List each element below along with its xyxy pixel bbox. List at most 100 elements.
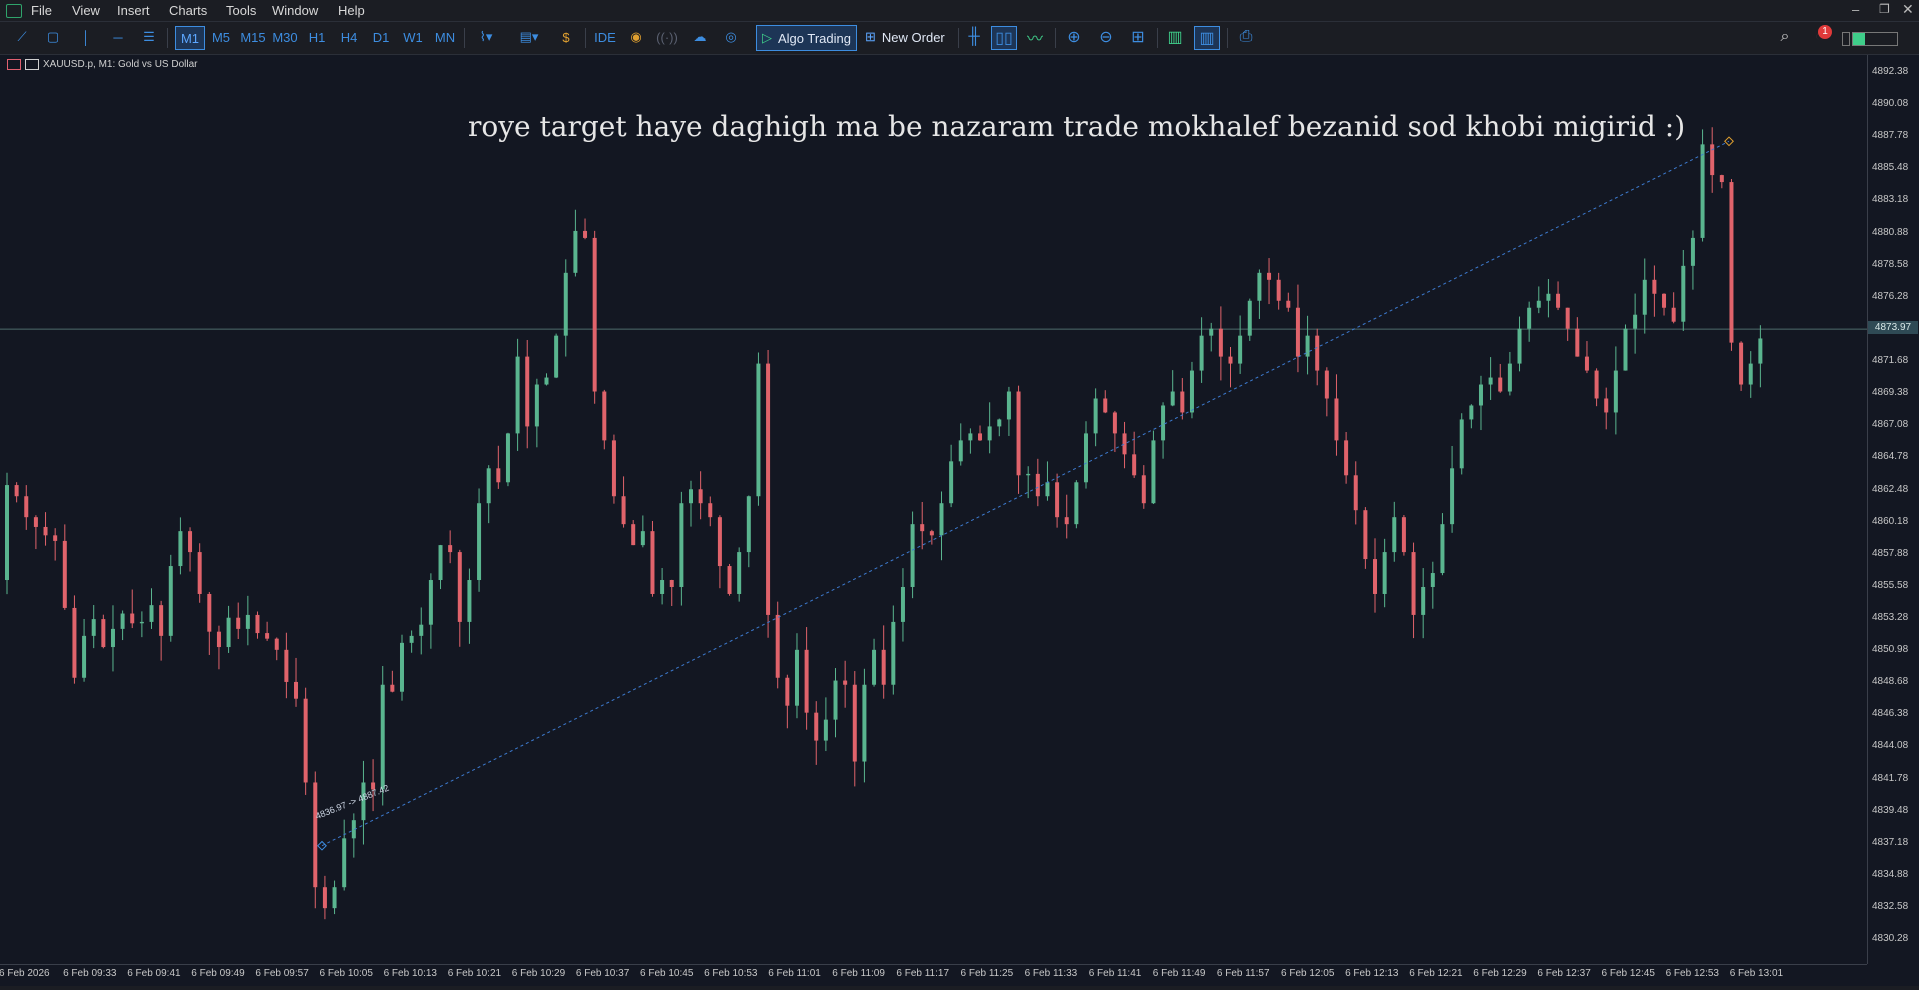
bullish-candle [1758,338,1763,364]
bar-chart-icon[interactable]: ╫ [968,28,980,45]
bearish-candle [1267,272,1272,280]
minimize-icon[interactable]: – [1852,2,1860,17]
fibonacci-icon[interactable]: ☰ [143,29,155,44]
time-tick-label: 6 Feb 11:09 [832,968,885,979]
screenshot-icon[interactable]: ⎙ [1239,28,1253,45]
bearish-candle [621,496,626,525]
time-tick-label: 6 Feb 11:25 [960,968,1014,979]
bearish-candle [216,631,221,648]
algo-trading-button[interactable]: ▷ Algo Trading [756,25,857,51]
trendline[interactable] [321,140,1730,847]
trendline-start-handle[interactable] [317,840,327,851]
time-tick-label: 6 Feb 09:41 [127,968,181,979]
close-icon[interactable]: ✕ [1902,1,1914,17]
timeframe-m1[interactable]: M1 [175,26,205,50]
chart-shift-icon[interactable]: ▥ [1194,26,1220,50]
bullish-candle [534,384,539,427]
bearish-candle [1055,482,1060,518]
bearish-candle [1739,342,1744,385]
bearish-candle [294,681,299,699]
zoom-in-icon[interactable]: ⊕ [1067,29,1081,46]
signals-icon[interactable]: ((·)) [656,29,678,45]
templates-icon[interactable]: ▤▾ [519,29,539,44]
price-tick-label: 4869.38 [1872,387,1909,399]
bearish-candle [785,677,790,706]
search-icon[interactable]: ⌕ [1780,28,1790,45]
bullish-candle [399,642,404,692]
timeframe-h1[interactable]: H1 [308,29,326,45]
bullish-candle [380,684,385,790]
menu-file[interactable]: File [31,3,52,18]
bullish-candle [477,503,482,581]
menu-tools[interactable]: Tools [226,3,257,18]
price-tick-label: 4878.58 [1872,258,1909,270]
chart-annotation-text[interactable]: roye target haye daghigh ma be nazaram t… [468,110,1686,143]
time-tick-label: 6 Feb 11:33 [1024,968,1078,979]
menu-window[interactable]: Window [272,3,319,18]
bullish-candle [563,272,568,336]
menu-view[interactable]: View [72,3,100,18]
bullish-candle [746,496,751,553]
vps-cloud-icon[interactable]: ☁ [693,29,707,44]
bearish-candle [1363,510,1368,560]
time-tick-label: 6 Feb 09:57 [255,968,309,979]
vertical-line-icon[interactable]: │ [81,29,91,45]
candlestick-chart-icon[interactable]: ▯▯ [991,26,1017,50]
horizontal-line-icon[interactable]: ─ [113,29,123,45]
rectangle-tool-icon[interactable]: ▢ [46,29,60,44]
bullish-candle [1430,573,1435,587]
price-tick-label: 4850.98 [1872,644,1909,656]
price-axis[interactable] [1867,55,1919,964]
bearish-candle [727,566,732,594]
ide-button[interactable]: IDE [594,29,616,45]
line-chart-icon[interactable]: 〰 [1026,31,1043,48]
menu-insert[interactable]: Insert [117,3,150,18]
bearish-candle [708,503,713,518]
bearish-candle [766,363,771,615]
bullish-candle [833,680,838,720]
community-icon[interactable]: ◎ [725,29,737,44]
timeframe-h4[interactable]: H4 [340,29,358,45]
timeframe-m30[interactable]: M30 [272,29,298,45]
menu-help[interactable]: Help [338,3,365,18]
autoscroll-icon[interactable]: ▥ [1167,29,1183,46]
price-tick-label: 4853.28 [1872,611,1909,623]
bearish-candle [1373,559,1378,594]
new-order-button[interactable]: ⊞ New Order [865,25,945,49]
trendline-end-handle[interactable] [1724,136,1734,147]
menu-charts[interactable]: Charts [169,3,208,18]
bullish-candle [1392,517,1397,553]
bearish-candle [583,230,588,238]
timeframe-d1[interactable]: D1 [372,29,390,45]
price-chart[interactable] [0,55,1867,964]
bullish-candle [1690,237,1695,266]
indicators-icon[interactable]: ⌇▾ [479,29,493,44]
bearish-candle [1556,293,1561,308]
line-tool-icon[interactable]: ⟋ [17,29,27,44]
bearish-candle [1295,307,1300,357]
market-icon[interactable]: $ [562,29,570,45]
bullish-candle [900,586,905,622]
bullish-candle [910,524,915,587]
timeframe-mn[interactable]: MN [434,29,456,45]
bearish-candle [978,433,983,441]
time-tick-label: 6 Feb 11:17 [896,968,950,979]
timeframe-w1[interactable]: W1 [403,29,423,45]
bullish-candle [1613,370,1618,413]
shop-icon[interactable]: ◉ [630,29,642,44]
tile-windows-icon[interactable]: ⊞ [1131,29,1145,46]
time-tick-label: 6 Feb 10:21 [447,968,502,979]
time-tick-label: 6 Feb 12:37 [1537,968,1591,979]
time-tick-label: 6 Feb 12:45 [1601,968,1655,979]
play-icon: ▷ [762,30,772,45]
time-axis[interactable] [0,964,1867,987]
timeframe-m5[interactable]: M5 [211,29,231,45]
bearish-candle [1671,307,1676,322]
timeframe-m15[interactable]: M15 [240,29,266,45]
bullish-candle [949,461,954,504]
signal-strength-icon [1842,32,1850,46]
restore-icon[interactable]: ❐ [1879,2,1890,16]
zoom-out-icon[interactable]: ⊖ [1099,29,1113,46]
bullish-candle [1527,307,1532,329]
bearish-candle [188,531,193,553]
